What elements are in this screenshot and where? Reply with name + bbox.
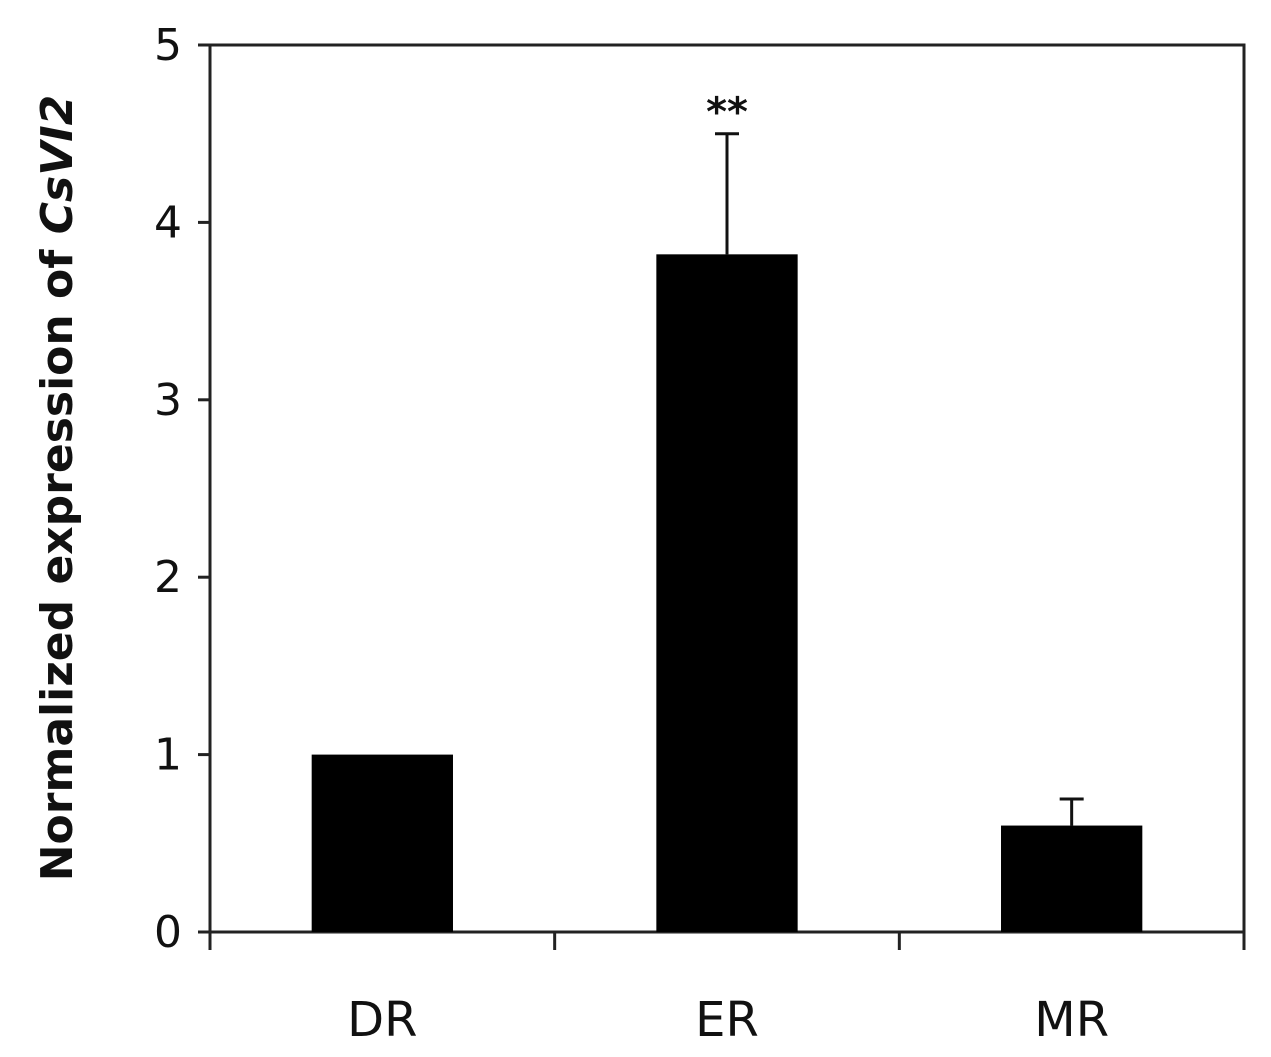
bars-group [311, 254, 1143, 932]
y-tick-label: 2 [154, 552, 182, 603]
y-tick-label: 4 [154, 197, 182, 248]
x-axis: DR ER MR [208, 932, 1246, 1048]
x-tick-label: ER [695, 992, 759, 1048]
annotations-group: ** [706, 90, 748, 136]
y-tick-label: 5 [154, 20, 182, 71]
y-axis-label-gene: CsVI2 [32, 95, 83, 235]
y-axis-label-prefix: Normalized expression of [32, 234, 83, 881]
y-axis: 0 1 2 3 4 5 [154, 20, 210, 958]
bar-er [656, 254, 798, 932]
bar-mr [1001, 825, 1143, 932]
y-tick-label: 1 [154, 730, 182, 781]
x-tick-label: MR [1034, 992, 1109, 1048]
x-tick-label: DR [347, 992, 417, 1048]
significance-annotation: ** [706, 90, 748, 136]
y-tick-label: 0 [154, 907, 182, 958]
y-axis-label: Normalized expression of CsVI2 [32, 95, 83, 882]
error-bars-group [715, 132, 1084, 826]
y-tick-label: 3 [154, 375, 182, 426]
bar-dr [311, 754, 453, 932]
